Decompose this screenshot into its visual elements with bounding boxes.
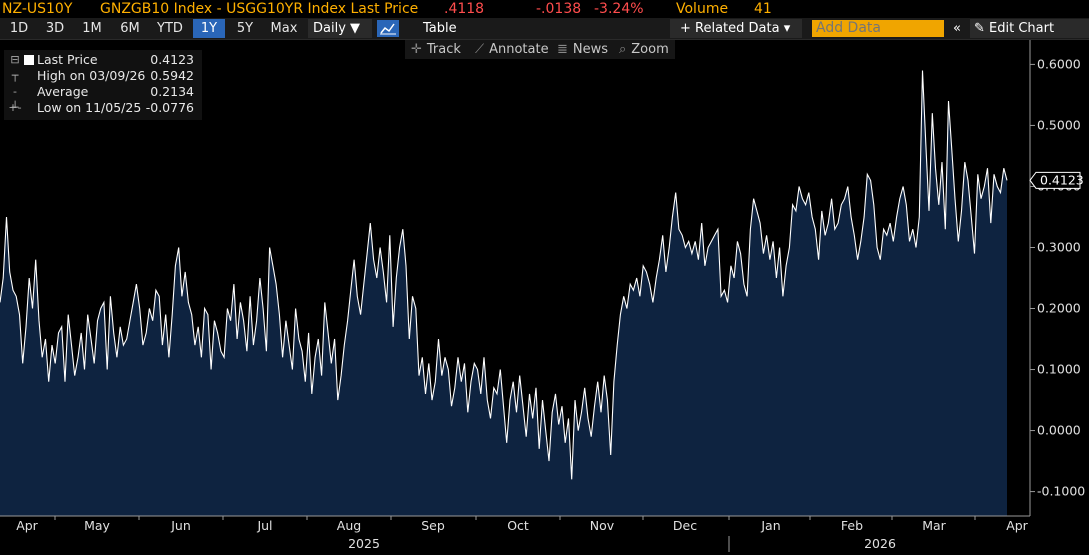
news-icon: ≣ <box>557 42 568 57</box>
last-price: .4118 <box>444 1 485 17</box>
legend-tree-icon: ⊟ <box>10 53 20 66</box>
news-button[interactable]: ≣ News <box>557 40 608 59</box>
table-button[interactable]: Table <box>423 21 457 36</box>
chart-tools: ✛ Track ⟋ Annotate ≣ News ⌕ Zoom <box>405 40 675 59</box>
legend-low-value: -0.0776 <box>145 100 194 115</box>
legend-low[interactable]: ┴ Low on 11/05/25 -0.0776 <box>4 100 202 116</box>
annotate-label: Annotate <box>489 42 549 57</box>
series-area <box>0 70 1007 516</box>
news-label: News <box>572 42 609 57</box>
percent-change: -3.24% <box>594 1 644 17</box>
range-1y-button[interactable]: 1Y <box>193 19 225 38</box>
frequency-dropdown[interactable]: Daily ▼ <box>308 19 372 38</box>
range-1d-button[interactable]: 1D <box>9 21 29 36</box>
legend-low-label: Low on 11/05/25 <box>37 100 142 115</box>
volume-label: Volume <box>676 1 729 17</box>
zoom-label: Zoom <box>631 42 669 57</box>
series-line <box>0 70 1008 480</box>
y-tick-label: -0.1000 <box>1037 484 1085 499</box>
title-bar: NZ-US10Y GNZGB10 Index - USGG10YR Index … <box>0 0 1089 18</box>
range-1m-button[interactable]: 1M <box>82 21 102 36</box>
track-label: Track <box>426 42 461 57</box>
range-6m-button[interactable]: 6M <box>120 21 140 36</box>
x-tick-label: May <box>84 518 110 533</box>
crosshair-icon: ✛ <box>411 42 422 57</box>
y-tick-label: 0.5000 <box>1037 117 1081 132</box>
low-marker-icon: ┴ <box>11 101 19 114</box>
plot-area <box>0 70 1008 516</box>
legend-last[interactable]: ⊟ Last Price 0.4123 <box>4 52 202 68</box>
legend-average-value: 0.2134 <box>150 84 194 99</box>
last-value-marker: 0.4123 <box>1029 171 1084 189</box>
edit-chart-button[interactable]: ✎ Edit Chart <box>970 19 1089 38</box>
x-tick-label: Jul <box>256 518 272 533</box>
volume-value: 41 <box>754 1 772 17</box>
x-tick-label: Feb <box>841 518 863 533</box>
average-marker-icon: -+- <box>8 85 22 114</box>
y-axis: -0.10000.00000.10000.20000.30000.40000.5… <box>1029 40 1085 516</box>
net-change: -.0138 <box>536 1 582 17</box>
security-ticker[interactable]: NZ-US10Y <box>2 1 73 17</box>
collapse-panel-button[interactable]: « <box>953 21 961 36</box>
line-chart-icon[interactable] <box>377 20 399 37</box>
x-tick-label: Apr <box>1006 518 1028 533</box>
x-axis: Apr May Jun Jul Aug Sep Oct Nov Dec Jan Feb Mar Apr 2… <box>0 515 1030 552</box>
legend-last-label: Last Price <box>37 52 98 67</box>
zoom-button[interactable]: ⌕ Zoom <box>619 40 669 59</box>
legend-high-value: 0.5942 <box>150 68 194 83</box>
x-year-label: 2025 <box>348 536 380 551</box>
x-tick-label: Jan <box>760 518 780 533</box>
x-tick-label: Nov <box>590 518 615 533</box>
last-value-box <box>1029 171 1081 189</box>
x-tick-label: Oct <box>507 518 529 533</box>
y-tick-label: 0.1000 <box>1037 362 1081 377</box>
annotate-icon: ⟋ <box>475 42 485 57</box>
x-tick-label: Aug <box>337 518 361 533</box>
x-tick-label: Dec <box>673 518 697 533</box>
y-tick-label: 0.3000 <box>1037 239 1081 254</box>
y-tick-label: 0.2000 <box>1037 301 1081 316</box>
legend-average[interactable]: -+- Average 0.2134 <box>4 84 202 114</box>
range-max-button[interactable]: Max <box>270 21 298 36</box>
legend-high[interactable]: ┬ High on 03/09/26 0.5942 <box>4 68 202 84</box>
high-marker-icon: ┬ <box>11 69 19 82</box>
x-tick-label: Sep <box>421 518 445 533</box>
legend-high-label: High on 03/09/26 <box>37 68 146 83</box>
annotate-button[interactable]: ⟋ Annotate <box>475 40 549 59</box>
legend-last-value: 0.4123 <box>150 52 194 67</box>
track-button[interactable]: ✛ Track <box>411 40 461 59</box>
x-tick-label: Jun <box>170 518 191 533</box>
y-tick-label: 0.0000 <box>1037 423 1081 438</box>
security-description: GNZGB10 Index - USGG10YR Index Last Pric… <box>100 1 419 17</box>
range-3d-button[interactable]: 3D <box>45 21 65 36</box>
x-year-label: 2026 <box>864 536 896 551</box>
x-tick-label: Mar <box>922 518 946 533</box>
y-tick-label: 0.6000 <box>1037 56 1081 71</box>
zoom-icon: ⌕ <box>619 42 627 57</box>
related-data-dropdown[interactable]: + Related Data ▾ <box>670 19 802 38</box>
chart-toolbar: 1D 3D 1M 6M YTD 1Y 5Y Max Daily ▼ Table … <box>0 18 1089 40</box>
range-5y-button[interactable]: 5Y <box>236 21 254 36</box>
x-tick-label: Apr <box>16 518 38 533</box>
legend-panel: ⊟ Last Price 0.4123 ┬ High on 03/09/26 0… <box>4 50 202 120</box>
legend-swatch <box>24 55 34 65</box>
range-ytd-button[interactable]: YTD <box>157 21 183 36</box>
last-value-label: 0.4123 <box>1040 172 1084 187</box>
legend-average-label: Average <box>37 84 89 99</box>
add-data-input[interactable] <box>812 20 944 37</box>
